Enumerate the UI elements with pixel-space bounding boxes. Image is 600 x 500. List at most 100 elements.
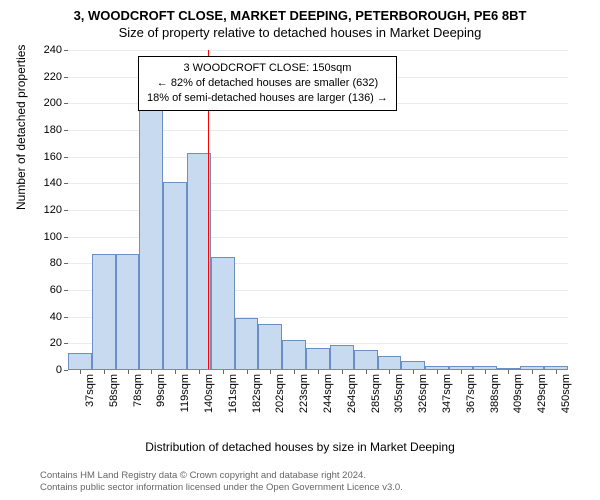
page-title-line2: Size of property relative to detached ho…: [0, 23, 600, 40]
histogram-bar: [520, 366, 544, 369]
xtick-mark: [342, 370, 343, 374]
ytick-label: 100: [22, 231, 62, 243]
xtick-mark: [389, 370, 390, 374]
histogram-bar: [497, 368, 521, 369]
xtick-label: 78sqm: [132, 374, 144, 407]
ytick-mark: [64, 103, 68, 104]
xtick-label: 409sqm: [512, 374, 524, 413]
xtick-label: 429sqm: [536, 374, 548, 413]
chart-area: 02040608010012014016018020022024037sqm58…: [68, 50, 568, 370]
ytick-mark: [64, 237, 68, 238]
xtick-label: 347sqm: [441, 374, 453, 413]
ytick-mark: [64, 317, 68, 318]
histogram-bar: [139, 102, 163, 369]
histogram-bar: [473, 366, 497, 369]
xtick-label: 264sqm: [346, 374, 358, 413]
xtick-mark: [199, 370, 200, 374]
histogram-bar: [92, 254, 116, 369]
xtick-label: 305sqm: [393, 374, 405, 413]
ytick-mark: [64, 157, 68, 158]
xtick-mark: [508, 370, 509, 374]
xtick-mark: [270, 370, 271, 374]
histogram-bar: [378, 356, 402, 369]
ytick-label: 20: [22, 337, 62, 349]
ytick-label: 140: [22, 177, 62, 189]
xtick-mark: [437, 370, 438, 374]
histogram-bar: [211, 257, 235, 369]
histogram-bar: [306, 348, 330, 369]
ytick-label: 60: [22, 284, 62, 296]
ytick-mark: [64, 210, 68, 211]
xtick-mark: [223, 370, 224, 374]
histogram-bar: [235, 318, 259, 369]
histogram-bar: [544, 366, 568, 369]
annotation-line3: 18% of semi-detached houses are larger (…: [147, 91, 388, 106]
ytick-label: 120: [22, 204, 62, 216]
ytick-mark: [64, 183, 68, 184]
xtick-mark: [80, 370, 81, 374]
histogram-bar: [163, 182, 187, 369]
histogram-bar: [449, 366, 473, 369]
ytick-label: 160: [22, 151, 62, 163]
xtick-label: 37sqm: [84, 374, 96, 407]
attribution: Contains HM Land Registry data © Crown c…: [40, 470, 403, 494]
xtick-mark: [461, 370, 462, 374]
grid-line: [68, 50, 568, 51]
histogram-bar: [282, 340, 306, 369]
ytick-mark: [64, 50, 68, 51]
xtick-label: 326sqm: [417, 374, 429, 413]
xtick-mark: [556, 370, 557, 374]
xtick-label: 244sqm: [322, 374, 334, 413]
ytick-label: 80: [22, 257, 62, 269]
xtick-label: 58sqm: [108, 374, 120, 407]
histogram-bar: [68, 353, 92, 369]
histogram-bar: [258, 324, 282, 369]
x-axis-label: Distribution of detached houses by size …: [0, 440, 600, 454]
xtick-label: 388sqm: [489, 374, 501, 413]
xtick-label: 99sqm: [155, 374, 167, 407]
ytick-mark: [64, 290, 68, 291]
ytick-label: 220: [22, 71, 62, 83]
ytick-mark: [64, 130, 68, 131]
xtick-mark: [318, 370, 319, 374]
histogram-bar: [425, 366, 449, 369]
annotation-line1: 3 WOODCROFT CLOSE: 150sqm: [147, 61, 388, 76]
annotation-line2: ← 82% of detached houses are smaller (63…: [147, 76, 388, 91]
chart-container: 3, WOODCROFT CLOSE, MARKET DEEPING, PETE…: [0, 0, 600, 500]
xtick-mark: [532, 370, 533, 374]
ytick-mark: [64, 77, 68, 78]
xtick-label: 161sqm: [227, 374, 239, 413]
page-title-line1: 3, WOODCROFT CLOSE, MARKET DEEPING, PETE…: [0, 0, 600, 23]
xtick-label: 450sqm: [560, 374, 572, 413]
xtick-mark: [104, 370, 105, 374]
xtick-mark: [247, 370, 248, 374]
xtick-mark: [294, 370, 295, 374]
ytick-mark: [64, 370, 68, 371]
xtick-mark: [175, 370, 176, 374]
xtick-label: 119sqm: [179, 374, 191, 412]
attribution-line2: Contains public sector information licen…: [40, 482, 403, 494]
histogram-bar: [354, 350, 378, 369]
xtick-label: 140sqm: [203, 374, 215, 413]
ytick-label: 40: [22, 311, 62, 323]
attribution-line1: Contains HM Land Registry data © Crown c…: [40, 470, 403, 482]
ytick-label: 240: [22, 44, 62, 56]
histogram-bar: [401, 361, 425, 369]
xtick-label: 367sqm: [465, 374, 477, 413]
xtick-label: 202sqm: [274, 374, 286, 413]
xtick-mark: [128, 370, 129, 374]
ytick-label: 180: [22, 124, 62, 136]
xtick-mark: [151, 370, 152, 374]
xtick-mark: [485, 370, 486, 374]
ytick-mark: [64, 343, 68, 344]
ytick-mark: [64, 263, 68, 264]
annotation-box: 3 WOODCROFT CLOSE: 150sqm ← 82% of detac…: [138, 56, 397, 111]
xtick-label: 182sqm: [251, 374, 263, 413]
xtick-label: 285sqm: [370, 374, 382, 413]
histogram-bar: [116, 254, 140, 369]
xtick-label: 223sqm: [298, 374, 310, 413]
histogram-bar: [330, 345, 354, 369]
xtick-mark: [366, 370, 367, 374]
ytick-label: 0: [22, 364, 62, 376]
ytick-label: 200: [22, 97, 62, 109]
